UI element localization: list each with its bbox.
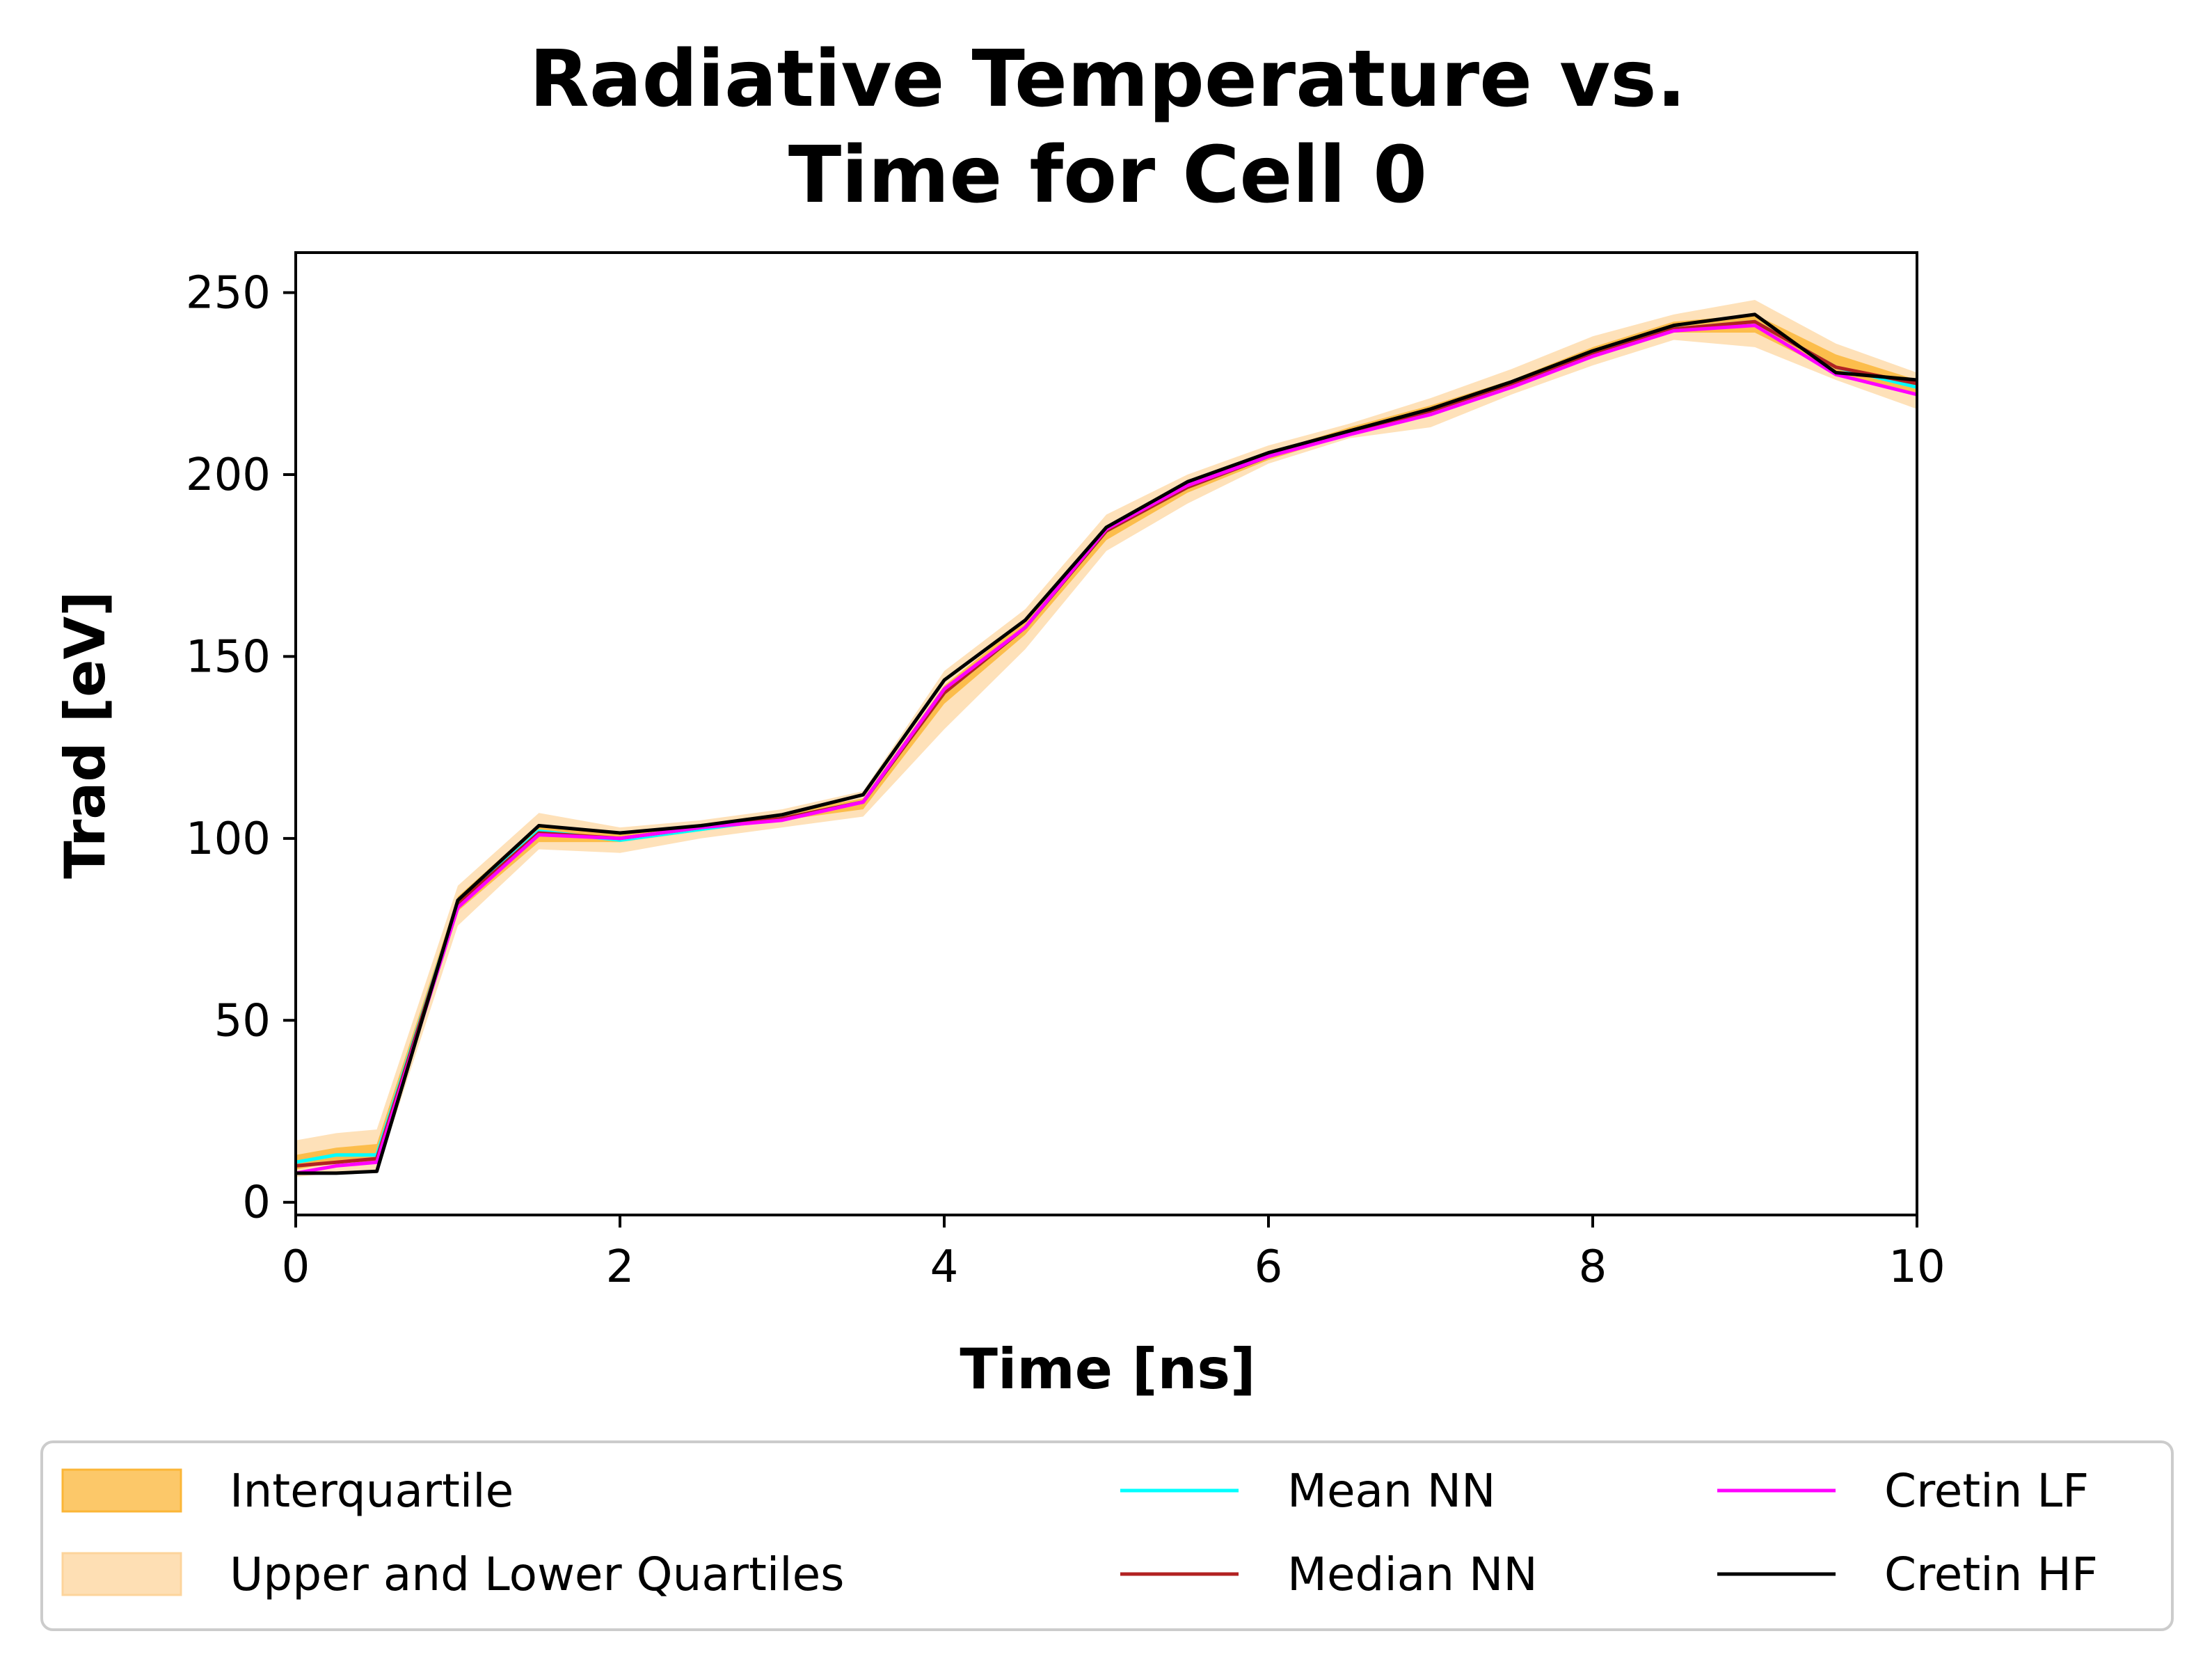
- plot-area: [295, 300, 1918, 1177]
- x-tick-label: 2: [606, 1241, 635, 1293]
- plot-frame: [294, 251, 1918, 1216]
- x-tick-label: 8: [1579, 1241, 1607, 1293]
- x-tick-label: 0: [282, 1241, 310, 1293]
- legend-label-quartiles: Upper and Lower Quartiles: [230, 1548, 845, 1601]
- legend-label-mean-nn: Mean NN: [1287, 1464, 1496, 1518]
- y-tick-label: 100: [186, 813, 271, 865]
- x-axis: 0 2 4 6 8 10: [282, 1215, 1946, 1293]
- legend-label-interquartile: Interquartile: [230, 1464, 514, 1518]
- x-axis-label: Time [ns]: [960, 1337, 1255, 1401]
- legend: Interquartile Upper and Lower Quartiles …: [40, 1440, 2174, 1631]
- x-tick-label: 4: [930, 1241, 959, 1293]
- y-tick-label: 50: [214, 995, 271, 1047]
- chart-title-line-2: Time for Cell 0: [788, 130, 1427, 221]
- series-line-cretin-hf: [296, 312, 1918, 1175]
- x-tick-label: 10: [1888, 1241, 1945, 1293]
- legend-swatch-quartiles: [61, 1552, 182, 1596]
- y-axis: 0 50 100 150 200 250: [186, 268, 296, 1229]
- legend-label-cretin-lf: Cretin LF: [1884, 1464, 2089, 1518]
- y-tick-label: 150: [186, 631, 271, 683]
- legend-label-median-nn: Median NN: [1287, 1548, 1538, 1601]
- x-tick-label: 6: [1255, 1241, 1283, 1293]
- y-tick-label: 200: [186, 450, 271, 501]
- series-line-cretin-lf: [295, 324, 1918, 1175]
- y-tick-label: 250: [186, 268, 271, 319]
- legend-label-cretin-hf: Cretin HF: [1884, 1548, 2098, 1601]
- legend-box: [40, 1440, 2174, 1631]
- y-axis-label: Trad [eV]: [53, 591, 118, 879]
- lines-layer: [295, 312, 1918, 1175]
- y-tick-label: 0: [242, 1177, 271, 1229]
- chart-title-line-1: Radiative Temperature vs.: [530, 34, 1687, 125]
- legend-swatch-interquartile: [61, 1468, 182, 1513]
